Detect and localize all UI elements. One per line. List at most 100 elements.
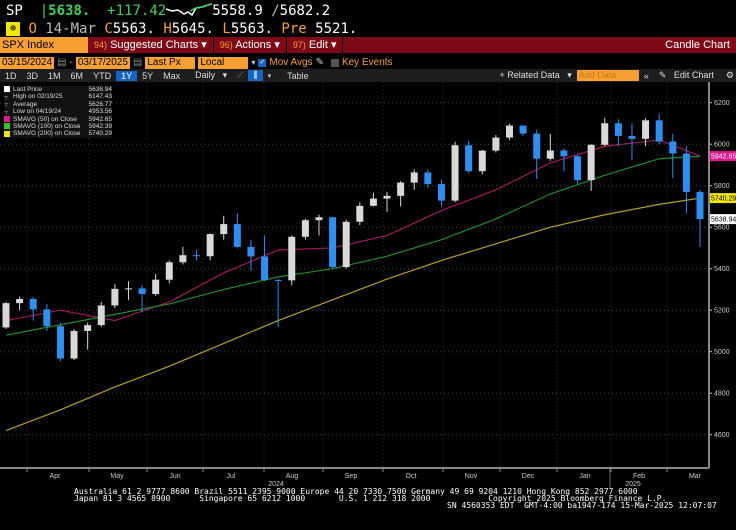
chart-legend: Last Price 5638.94 ┬ High on 02/19/25 6147.4… bbox=[4, 86, 112, 138]
candle-body bbox=[84, 325, 92, 331]
footer-line-2: Japan 81 3 4565 8900 Singapore 65 6212 1… bbox=[74, 494, 667, 503]
chart-title: Candle Chart bbox=[665, 39, 730, 51]
mov-avgs-checkbox[interactable]: ✓ bbox=[258, 58, 267, 67]
period-6m[interactable]: 6M bbox=[70, 70, 84, 81]
calendar-icon[interactable]: ▤ bbox=[57, 57, 67, 68]
legend-item: Last Price 5638.94 bbox=[4, 86, 112, 93]
actions-menu[interactable]: 96) Actions ▾ bbox=[214, 37, 287, 53]
candle-chart[interactable]: 4600 4800 5000 5200 5400 5600 5800 6000 6200 Apr M… bbox=[0, 82, 736, 492]
last-price: 5638. bbox=[48, 3, 91, 19]
currency-select[interactable]: Local CCY bbox=[198, 56, 249, 80]
candle-body bbox=[342, 221, 350, 268]
legend-marker-icon: ┬ bbox=[4, 108, 9, 115]
candle-body bbox=[233, 224, 241, 247]
high-value: 5645. bbox=[171, 21, 214, 37]
candle-body bbox=[16, 298, 24, 304]
candle-body bbox=[301, 220, 309, 237]
quote-date: 14-Mar bbox=[45, 21, 96, 37]
period-bar: 1D 3D 1M 6M YTD 1Y 5Y Max Daily ▾ ⟋ ⫼ ▾ … bbox=[0, 69, 736, 82]
edit-chart-button[interactable]: ✎ Edit Chart bbox=[658, 70, 714, 80]
candle-body bbox=[437, 184, 445, 201]
controls-row: 03/15/2024 ▤ - 03/17/2025 ▤ Last Px Local … bbox=[0, 56, 393, 80]
period-1d[interactable]: 1D bbox=[5, 70, 17, 81]
candle-body bbox=[478, 150, 486, 172]
market-status-icon: ⊕ bbox=[6, 22, 20, 36]
month-label: Jun bbox=[169, 473, 180, 480]
key-events-checkbox[interactable] bbox=[330, 58, 339, 67]
candle-body bbox=[29, 298, 37, 310]
key-events-label[interactable]: Key Events bbox=[341, 57, 393, 68]
candle-body bbox=[696, 191, 704, 220]
candle-body bbox=[288, 236, 296, 281]
y-tick-label: 5800 bbox=[714, 183, 730, 190]
pre-value: 5521. bbox=[315, 21, 358, 37]
suggested-charts-menu[interactable]: 94) Suggested Charts ▾ bbox=[88, 37, 214, 53]
add-data-input[interactable]: Add Data bbox=[576, 70, 639, 81]
candle-body bbox=[369, 198, 377, 206]
candle-body bbox=[669, 141, 677, 154]
day-high: 5682.2 bbox=[279, 3, 331, 19]
gear-icon[interactable]: ⚙ bbox=[725, 70, 734, 80]
y-tick-label: 5600 bbox=[714, 225, 730, 232]
period-3d[interactable]: 3D bbox=[26, 70, 39, 81]
y-tick-label: 6000 bbox=[714, 142, 730, 149]
symbol: SP bbox=[6, 3, 23, 19]
calendar-icon[interactable]: ▤ bbox=[132, 57, 143, 68]
candle-body bbox=[655, 120, 663, 142]
start-date-input[interactable]: 03/15/2024 bbox=[0, 56, 55, 69]
year-label: 2025 bbox=[625, 481, 641, 488]
table-button[interactable]: Table bbox=[287, 70, 309, 81]
candle-body bbox=[601, 123, 609, 145]
month-label: Sep bbox=[345, 473, 358, 480]
legend-item: SMAVG (50) on Close 5942.65 bbox=[4, 116, 112, 123]
period-5y[interactable]: 5Y bbox=[142, 70, 154, 81]
sma-line bbox=[5, 139, 701, 322]
period-1m[interactable]: 1M bbox=[48, 70, 61, 81]
candle-body bbox=[546, 150, 554, 159]
candle-body bbox=[274, 279, 282, 281]
candle-body bbox=[465, 145, 473, 172]
month-label: Dec bbox=[522, 473, 535, 480]
ticker-input[interactable]: SPX Index bbox=[0, 37, 88, 53]
candle-body bbox=[111, 288, 119, 306]
y-tick-label: 4800 bbox=[714, 391, 730, 398]
price-tag bbox=[710, 214, 736, 225]
line-chart-icon[interactable]: ⟋ bbox=[237, 70, 244, 80]
related-data-button[interactable]: + Related Data ▾ bbox=[499, 70, 572, 80]
candle-body bbox=[56, 326, 64, 359]
end-date-input[interactable]: 03/17/2025 bbox=[75, 56, 130, 69]
period-max[interactable]: Max bbox=[163, 70, 181, 81]
plot-background bbox=[0, 82, 736, 468]
field-select[interactable]: Last Px bbox=[145, 56, 196, 69]
candle-body bbox=[206, 234, 214, 257]
period-ytd[interactable]: YTD bbox=[93, 70, 112, 81]
candle-body bbox=[329, 217, 337, 268]
candle-body bbox=[383, 195, 391, 199]
legend-item: ┬ Low on 04/19/24 4953.56 bbox=[4, 108, 112, 116]
candle-body bbox=[247, 246, 255, 257]
chevron-down-icon[interactable]: ▾ bbox=[267, 72, 272, 80]
year-label: 2024 bbox=[268, 481, 284, 488]
edit-menu[interactable]: 97) Edit ▾ bbox=[287, 37, 344, 53]
candle-chart-icon[interactable]: ⫼ bbox=[248, 70, 263, 81]
candle-body bbox=[220, 224, 228, 235]
collapse-icon[interactable]: « bbox=[643, 70, 649, 81]
period-1y[interactable]: 1Y bbox=[116, 70, 138, 81]
candle-body bbox=[560, 150, 568, 157]
pencil-icon[interactable]: ✎ bbox=[315, 57, 324, 68]
ohlc-line: ⊕ O 14-Mar C 5563. H 5645. L 5563. Pre 5521… bbox=[6, 21, 357, 37]
candle-body bbox=[138, 288, 146, 295]
month-label: Nov bbox=[465, 473, 478, 480]
candle-body bbox=[451, 145, 459, 201]
price-tag-label: 5638.94 bbox=[711, 217, 736, 224]
day-low: 5558.9 bbox=[212, 3, 263, 19]
candle-body bbox=[2, 303, 10, 328]
mov-avgs-label[interactable]: Mov Avgs bbox=[269, 57, 313, 68]
sparkline-icon bbox=[166, 3, 213, 17]
month-label: Oct bbox=[406, 473, 417, 480]
month-label: May bbox=[110, 473, 124, 480]
chevron-down-icon[interactable]: ▾ bbox=[251, 58, 256, 67]
candle-body bbox=[424, 172, 432, 185]
month-label: Apr bbox=[50, 473, 62, 480]
frequency-select[interactable]: Daily ▾ bbox=[195, 70, 228, 80]
